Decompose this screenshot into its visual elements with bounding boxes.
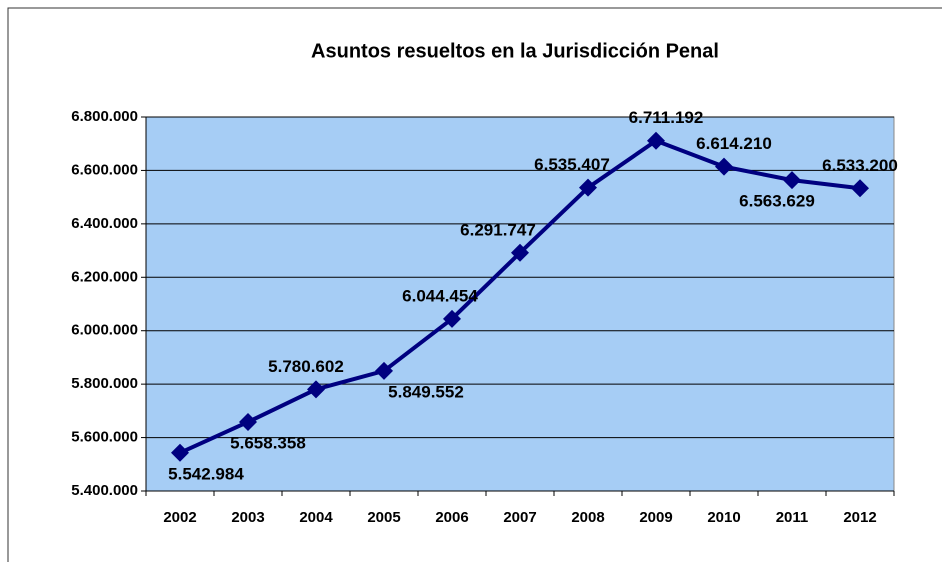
x-tick-label: 2003 xyxy=(231,509,264,526)
data-label: 6.535.407 xyxy=(534,155,610,174)
y-tick-label: 5.600.000 xyxy=(71,429,138,446)
data-label: 5.658.358 xyxy=(230,433,306,452)
x-tick-label: 2008 xyxy=(571,509,604,526)
y-tick-label: 6.200.000 xyxy=(71,268,138,285)
x-tick-label: 2010 xyxy=(707,509,740,526)
chart-title: Asuntos resueltos en la Jurisdicción Pen… xyxy=(311,40,719,62)
marker xyxy=(307,380,325,399)
x-tick-label: 2002 xyxy=(163,509,196,526)
marker xyxy=(375,361,393,380)
marker xyxy=(783,171,801,190)
marker xyxy=(715,157,733,176)
y-tick-label: 5.800.000 xyxy=(71,375,138,392)
data-label: 6.044.454 xyxy=(402,286,478,305)
data-label: 6.563.629 xyxy=(739,192,815,211)
x-tick-label: 2004 xyxy=(299,509,333,526)
data-label: 6.291.747 xyxy=(460,220,536,239)
x-tick-label: 2006 xyxy=(435,509,468,526)
y-tick-label: 6.600.000 xyxy=(71,161,138,178)
y-tick-label: 6.000.000 xyxy=(71,322,138,339)
marker xyxy=(579,178,597,197)
marker xyxy=(443,309,461,328)
x-tick-label: 2007 xyxy=(503,509,536,526)
y-tick-label: 5.400.000 xyxy=(71,482,138,499)
marker xyxy=(647,131,665,150)
data-label: 6.711.192 xyxy=(629,108,704,127)
x-tick-label: 2005 xyxy=(367,509,400,526)
x-tick-label: 2012 xyxy=(843,509,876,526)
data-label: 5.542.984 xyxy=(168,464,244,483)
y-tick-label: 6.400.000 xyxy=(71,215,138,232)
data-label: 5.780.602 xyxy=(268,357,344,376)
x-tick-label: 2009 xyxy=(639,509,672,526)
chart-frame xyxy=(7,7,942,562)
y-tick-label: 6.800.000 xyxy=(71,108,138,125)
marker xyxy=(171,443,189,462)
x-tick-label: 2011 xyxy=(776,509,809,526)
marker xyxy=(511,243,529,262)
marker xyxy=(851,179,869,198)
data-label: 5.849.552 xyxy=(388,382,464,401)
data-label: 6.614.210 xyxy=(696,134,772,153)
data-label: 6.533.200 xyxy=(822,156,898,175)
marker xyxy=(239,412,257,431)
